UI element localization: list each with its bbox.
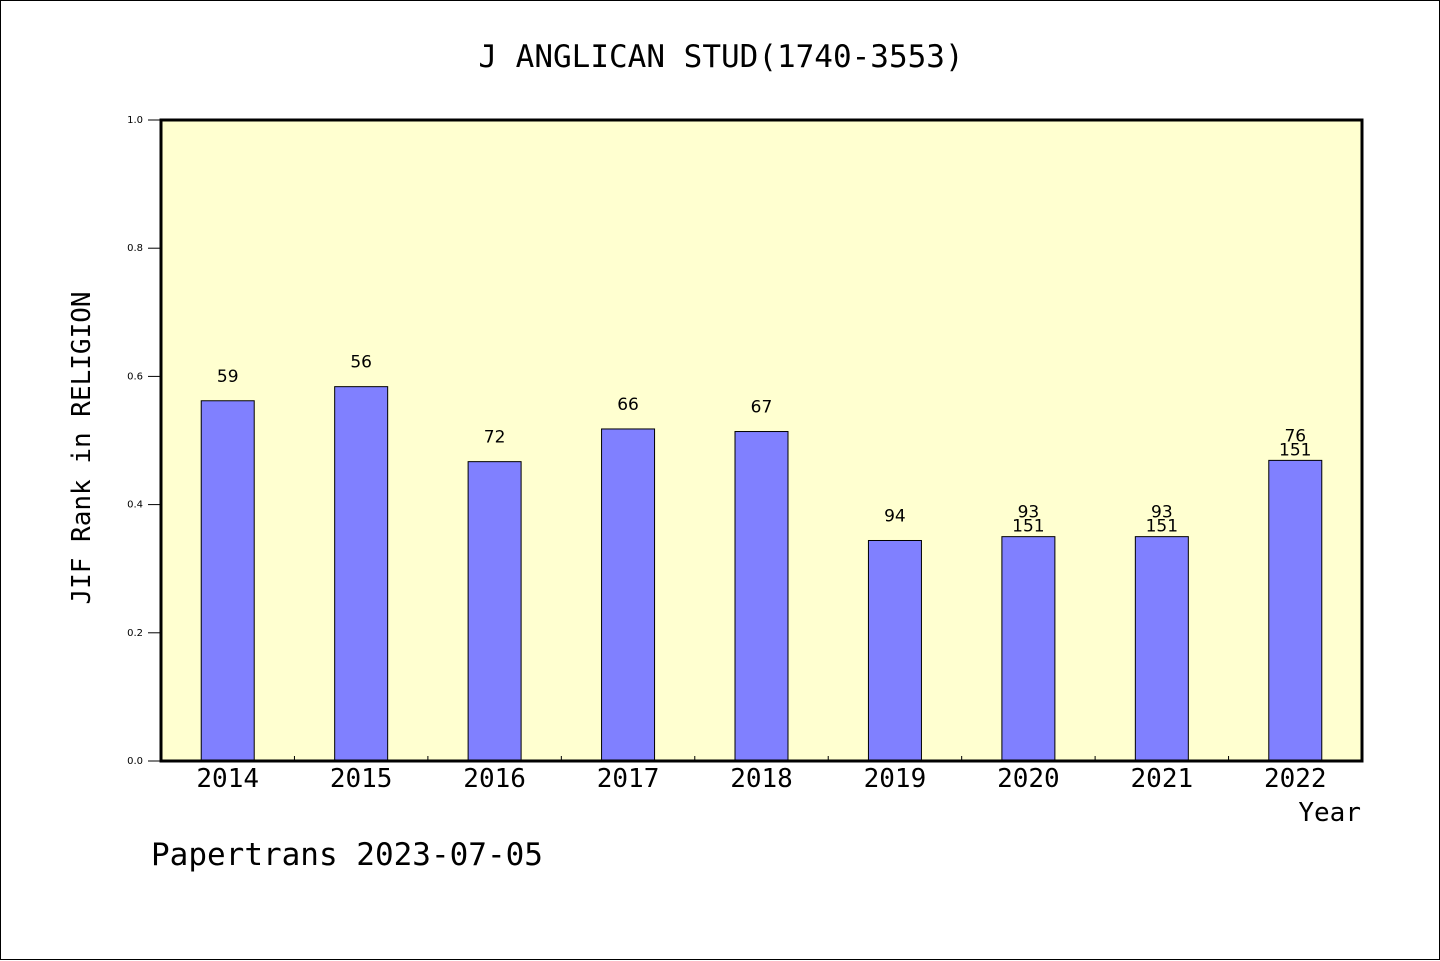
- x-tick-label: 2018: [730, 764, 793, 794]
- bar-value-label: 151: [1279, 440, 1311, 460]
- bar-2019: [867, 539, 922, 762]
- bar-value-label: 93: [1018, 503, 1040, 523]
- x-tick-label: 2014: [196, 764, 259, 794]
- bar-2017: [601, 428, 656, 762]
- bar-value-label: 76: [1284, 426, 1306, 446]
- bar-value-label: 66: [617, 395, 639, 415]
- bar-2018: [734, 431, 789, 762]
- y-axis-label: JIF Rank in RELIGION: [67, 291, 97, 604]
- bar-2020: [1001, 536, 1056, 762]
- x-axis-label: Year: [1298, 798, 1361, 828]
- x-tick-label: 2019: [864, 764, 927, 794]
- bar-2015: [334, 386, 389, 762]
- y-tick-label: 0.0: [127, 756, 143, 767]
- y-tick-label: 0.2: [127, 628, 143, 639]
- bar-value-label: 59: [217, 367, 239, 387]
- x-tick-label: 2022: [1264, 764, 1327, 794]
- y-tick-label: 0.8: [127, 243, 143, 254]
- y-axis: 0.0 0.2 0.4 0.6 0.8 1.0: [127, 115, 161, 767]
- bar-value-label: 72: [484, 428, 506, 448]
- x-tick-label: 2015: [330, 764, 393, 794]
- plot-border: [159, 118, 1364, 763]
- x-tick-label: 2017: [597, 764, 660, 794]
- bar-value-label: 93: [1151, 503, 1173, 523]
- y-tick-label: 0.6: [127, 371, 143, 382]
- chart-title: J ANGLICAN STUD(1740-3553): [478, 39, 963, 75]
- bars: [200, 386, 1323, 762]
- x-tick-label: 2021: [1131, 764, 1194, 794]
- bar-2021: [1134, 536, 1189, 762]
- x-tick-label: 2016: [463, 764, 526, 794]
- y-tick-label: 1.0: [127, 115, 143, 126]
- x-tick-label: 2020: [997, 764, 1060, 794]
- bar-value-label: 67: [751, 398, 773, 418]
- bar-value-label: 56: [350, 353, 372, 373]
- bar-2016: [467, 461, 522, 762]
- y-tick-label: 0.4: [127, 500, 143, 511]
- bar-2022: [1268, 459, 1323, 762]
- footer-text: Papertrans 2023-07-05: [151, 837, 543, 873]
- bar-2014: [200, 400, 255, 762]
- x-axis: 2014 2015 2016 2017 2018 2019 2020 2021 2022: [196, 756, 1327, 794]
- bar-value-label: 151: [1012, 517, 1044, 537]
- bar-value-label: 151: [1146, 517, 1178, 537]
- bar-value-label: 94: [884, 506, 906, 526]
